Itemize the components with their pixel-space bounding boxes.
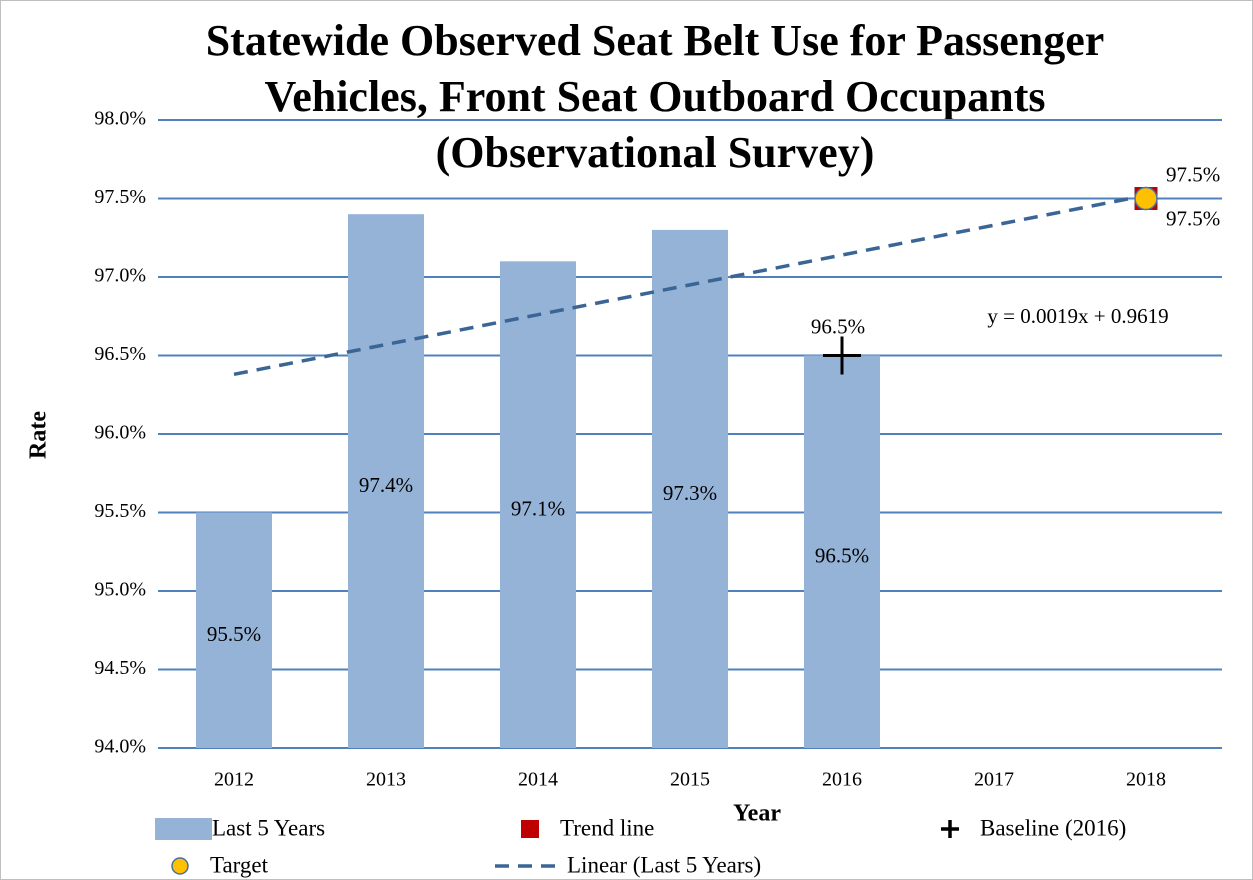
x-tick-label: 2016 bbox=[822, 769, 862, 791]
legend-label: Baseline (2016) bbox=[980, 815, 1126, 840]
data-label: 97.4% bbox=[359, 473, 413, 497]
y-tick-label: 96.0% bbox=[94, 422, 146, 444]
y-tick-label: 97.5% bbox=[94, 186, 146, 208]
data-label: 97.1% bbox=[511, 496, 565, 520]
legend-swatch bbox=[521, 820, 539, 838]
data-label: 97.3% bbox=[663, 481, 717, 505]
legend-label: Trend line bbox=[560, 815, 654, 840]
circle-marker bbox=[1134, 186, 1158, 211]
y-tick-label: 94.5% bbox=[94, 657, 146, 679]
data-label: 95.5% bbox=[207, 622, 261, 646]
x-tick-label: 2018 bbox=[1126, 769, 1166, 791]
x-tick-label: 2015 bbox=[670, 769, 710, 791]
legend-swatch bbox=[171, 857, 189, 875]
bar bbox=[348, 214, 424, 748]
legend-swatch bbox=[941, 820, 959, 838]
trend-line bbox=[233, 193, 1147, 377]
data-label: 97.5% bbox=[1166, 206, 1220, 230]
legend-label: Linear (Last 5 Years) bbox=[567, 852, 761, 877]
legend-label: Target bbox=[210, 852, 269, 877]
y-tick-label: 95.0% bbox=[94, 579, 146, 601]
chart-title: Statewide Observed Seat Belt Use for Pas… bbox=[206, 16, 1105, 65]
chart-title: Vehicles, Front Seat Outboard Occupants bbox=[264, 72, 1045, 121]
x-tick-label: 2017 bbox=[974, 769, 1014, 791]
bar bbox=[804, 355, 880, 748]
bar bbox=[652, 229, 728, 748]
bar bbox=[500, 261, 576, 748]
bar bbox=[196, 512, 272, 748]
chart-title: (Observational Survey) bbox=[436, 128, 875, 177]
legend-label: Last 5 Years bbox=[212, 815, 325, 840]
data-label: 97.5% bbox=[1166, 162, 1220, 186]
data-label: 96.5% bbox=[815, 544, 869, 568]
x-tick-label: 2013 bbox=[366, 769, 406, 791]
y-axis-label: Rate bbox=[26, 411, 52, 459]
y-tick-label: 95.5% bbox=[94, 500, 146, 522]
plus-marker bbox=[823, 336, 861, 375]
x-tick-label: 2014 bbox=[518, 769, 558, 791]
y-tick-label: 98.0% bbox=[94, 108, 146, 130]
x-axis-label: Year bbox=[733, 801, 781, 827]
data-label: 96.5% bbox=[811, 314, 865, 338]
legend-swatch bbox=[155, 818, 212, 840]
y-tick-label: 96.5% bbox=[94, 343, 146, 365]
trend-equation: y = 0.0019x + 0.9619 bbox=[987, 304, 1168, 328]
x-tick-label: 2012 bbox=[214, 769, 254, 791]
y-tick-label: 97.0% bbox=[94, 265, 146, 287]
y-tick-label: 94.0% bbox=[94, 736, 146, 758]
